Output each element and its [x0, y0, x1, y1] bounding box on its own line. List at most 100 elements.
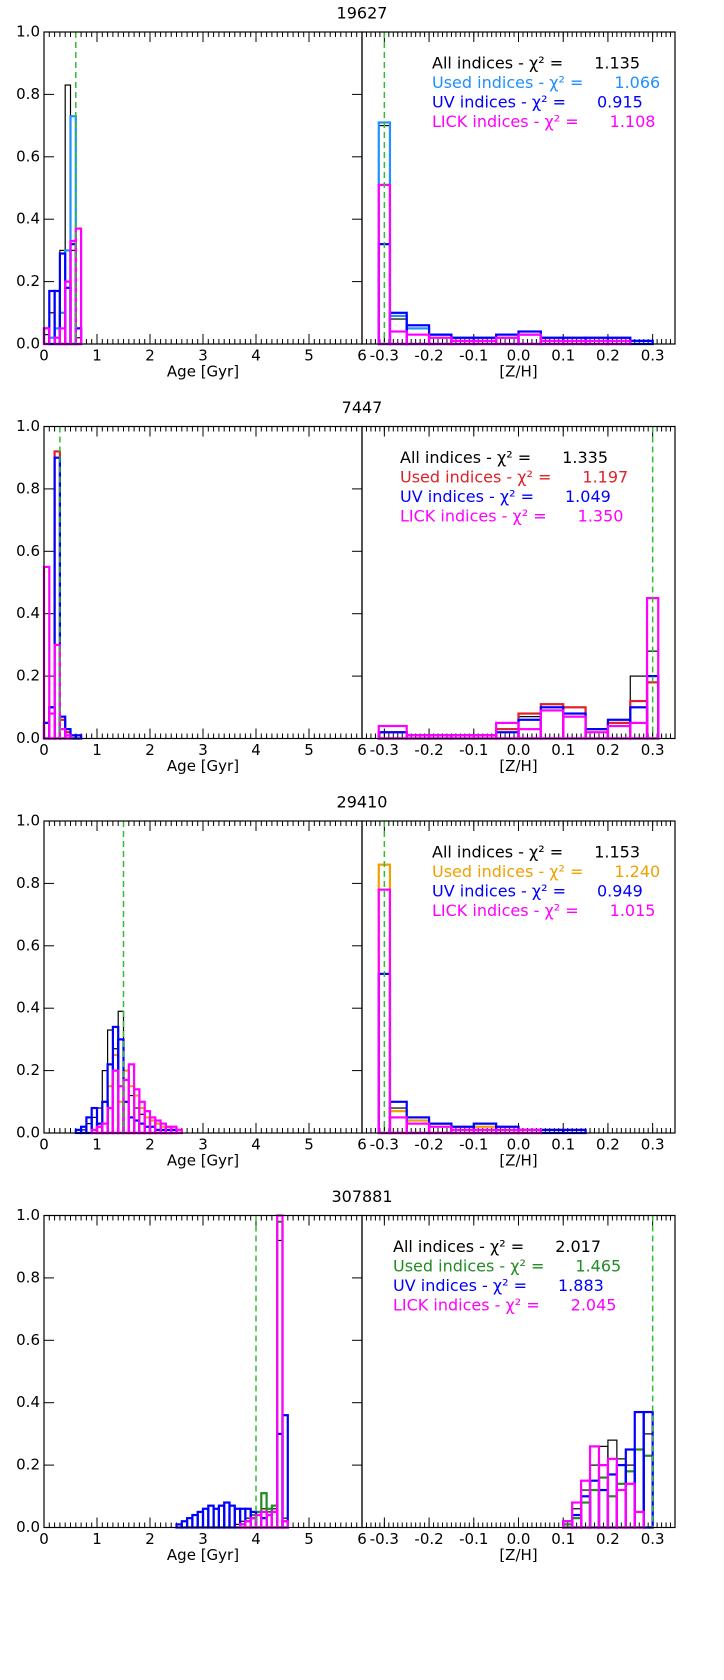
- row-title: 7447: [342, 398, 383, 417]
- histogram-bar: [588, 1488, 601, 1529]
- legend-label: UV indices - χ² =: [393, 1276, 527, 1295]
- x-tick-label: 0.1: [551, 1530, 575, 1548]
- histogram-bar: [597, 1488, 610, 1529]
- histogram-bar: [495, 336, 520, 346]
- y-tick-label: 1.0: [16, 1206, 40, 1224]
- legend-label: All indices - χ² =: [432, 54, 563, 73]
- y-tick-label: 0.8: [16, 85, 40, 103]
- histogram-bar: [427, 1125, 453, 1135]
- legend-chi2: 1.197: [582, 468, 628, 487]
- x-axis-label: Age [Gyr]: [167, 1546, 239, 1564]
- legend-label: Used indices - χ² =: [432, 73, 583, 92]
- y-tick-label: 0.4: [16, 604, 40, 622]
- histogram-bar: [53, 643, 61, 740]
- legend-chi2: 1.883: [558, 1276, 604, 1295]
- x-axis-label: [Z/H]: [499, 363, 537, 381]
- x-tick-label: -0.1: [459, 1136, 488, 1154]
- histogram-bar: [624, 1470, 636, 1529]
- histogram-bar: [615, 1488, 627, 1529]
- x-tick-label: 0.1: [551, 741, 575, 759]
- histogram-bar: [42, 327, 51, 346]
- x-tick-label: 3: [198, 741, 208, 759]
- plot-frame: [361, 820, 676, 1134]
- plot-frame: [43, 31, 363, 345]
- histogram-bar: [427, 1122, 453, 1135]
- plot-frame: [43, 1214, 363, 1529]
- legend-label: UV indices - χ² =: [400, 487, 534, 506]
- legend-label: LICK indices - χ² =: [400, 507, 547, 526]
- histogram-bar: [584, 728, 609, 740]
- x-tick-label: 3: [198, 347, 208, 365]
- histogram-bar: [388, 1116, 408, 1135]
- histogram-bar: [562, 716, 587, 740]
- histogram-bar: [74, 227, 83, 346]
- x-axis-label: Age [Gyr]: [167, 363, 239, 381]
- histogram-bar: [615, 1463, 627, 1529]
- x-tick-label: 0.1: [551, 347, 575, 365]
- x-tick-label: -0.1: [459, 741, 488, 759]
- x-tick-label: 0.3: [641, 1136, 665, 1154]
- y-tick-label: 1.0: [16, 812, 40, 830]
- histogram-bar: [616, 1458, 627, 1529]
- x-tick-label: 2: [145, 347, 155, 365]
- histogram-bar: [539, 706, 565, 740]
- y-tick-label: 0.0: [16, 1124, 40, 1142]
- histogram-bar: [606, 724, 632, 740]
- histogram-bar: [517, 333, 542, 346]
- legend-chi2: 1.240: [614, 862, 660, 881]
- y-tick-label: 0.6: [16, 542, 40, 560]
- histogram-bar: [540, 706, 564, 740]
- x-tick-label: 3: [198, 1530, 208, 1548]
- x-tick-label: 0.2: [596, 1530, 620, 1548]
- legend-chi2: 1.350: [578, 507, 624, 526]
- x-tick-label: 5: [304, 347, 314, 365]
- legend-label: All indices - χ² =: [400, 448, 531, 467]
- x-axis-label: [Z/H]: [499, 1152, 537, 1170]
- histogram-bar: [428, 334, 453, 345]
- histogram-bar: [562, 715, 587, 740]
- x-tick-label: -0.1: [459, 347, 488, 365]
- y-tick-label: 0.2: [16, 272, 40, 290]
- x-tick-label: 0: [39, 741, 49, 759]
- legend-chi2: 2.045: [571, 1296, 617, 1315]
- histogram-bar: [629, 721, 649, 740]
- histogram-bar: [428, 1123, 453, 1134]
- y-tick-label: 0.4: [16, 1393, 40, 1411]
- y-tick-label: 0.0: [16, 729, 40, 747]
- histogram-bar: [517, 728, 542, 740]
- x-tick-label: 0.0: [507, 741, 531, 759]
- x-tick-label: 0: [39, 347, 49, 365]
- y-tick-label: 0.2: [16, 667, 40, 685]
- histogram-bar: [517, 333, 542, 346]
- x-tick-label: -0.3: [370, 1530, 399, 1548]
- plot-frame: [361, 425, 676, 740]
- histogram-bar: [406, 327, 430, 345]
- histogram-bar: [624, 1482, 636, 1529]
- x-tick-label: 1: [92, 741, 102, 759]
- x-tick-label: 6: [357, 1136, 367, 1154]
- x-axis-label: [Z/H]: [499, 757, 537, 775]
- x-tick-label: 0.1: [551, 1136, 575, 1154]
- y-tick-label: 0.4: [16, 999, 40, 1017]
- histogram-bar: [633, 1410, 645, 1529]
- histogram-bar: [584, 728, 610, 740]
- row-title: 19627: [337, 4, 388, 23]
- legend-label: LICK indices - χ² =: [432, 112, 579, 131]
- histogram-bar: [405, 333, 431, 346]
- x-tick-label: 0.0: [507, 1136, 531, 1154]
- histogram-bar: [388, 330, 408, 346]
- legend-label: UV indices - χ² =: [432, 882, 566, 901]
- histogram-bar: [388, 311, 408, 346]
- legend-chi2: 0.949: [597, 882, 643, 901]
- x-tick-label: 2: [145, 741, 155, 759]
- histogram-bar: [606, 1473, 618, 1529]
- x-tick-label: -0.1: [459, 1530, 488, 1548]
- histogram-bar: [517, 334, 542, 345]
- histogram-bar: [642, 1454, 654, 1529]
- legend-label: All indices - χ² =: [432, 843, 563, 862]
- x-tick-label: 1: [92, 1530, 102, 1548]
- legend-label: Used indices - χ² =: [432, 862, 583, 881]
- x-tick-label: 4: [251, 741, 261, 759]
- x-axis-label: Age [Gyr]: [167, 757, 239, 775]
